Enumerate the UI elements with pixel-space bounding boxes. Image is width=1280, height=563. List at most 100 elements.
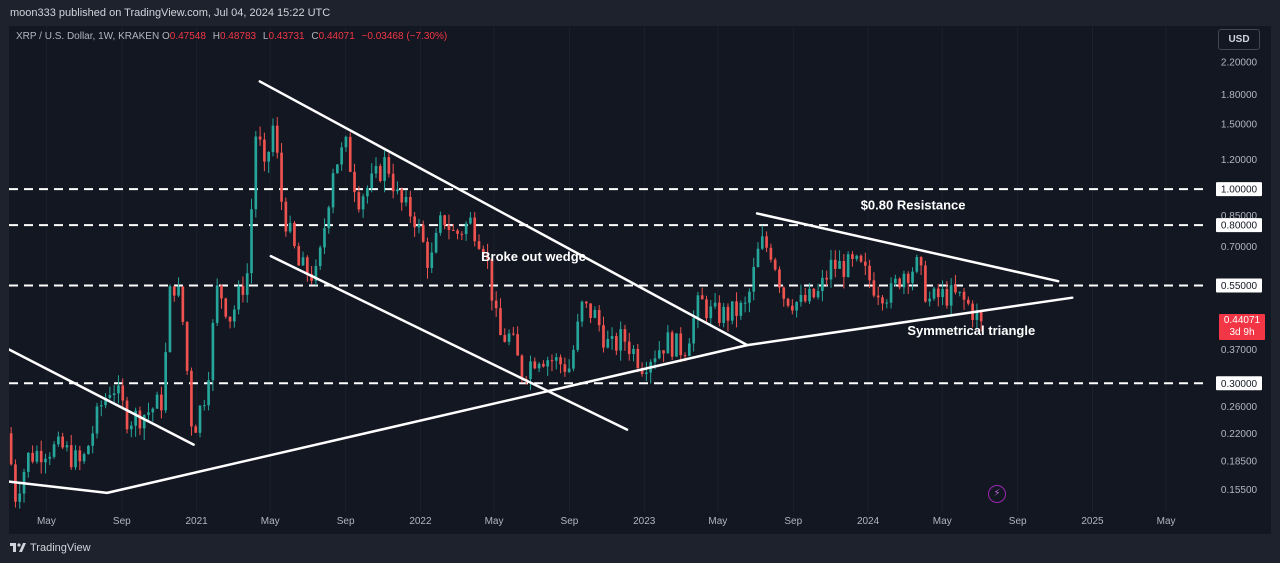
- candle-body: [263, 139, 266, 162]
- price-tick-label: 1.50000: [1221, 119, 1258, 130]
- candle-body: [868, 265, 871, 281]
- candle-body: [572, 349, 575, 369]
- time-tick-label: 2025: [1081, 516, 1104, 527]
- candle-body: [400, 189, 404, 203]
- time-tick-label: 2022: [409, 516, 432, 527]
- candle-body: [902, 273, 906, 288]
- candle-body: [361, 196, 365, 210]
- candle-body: [898, 278, 901, 288]
- chart-grid: [45, 26, 1167, 512]
- candle-body: [876, 295, 880, 298]
- price-tick-label: 0.85000: [1221, 211, 1258, 222]
- candle-body: [35, 450, 39, 462]
- candle-body: [57, 436, 60, 445]
- candle-body: [155, 394, 159, 409]
- trendline: [755, 212, 1060, 283]
- candle-body: [563, 364, 567, 372]
- trendline: [258, 80, 749, 347]
- close-value: 0.44071: [318, 31, 355, 42]
- price-chart[interactable]: Broke out wedge $0.80 Resistance Symmetric…: [9, 26, 1271, 534]
- candle-body: [610, 336, 614, 339]
- low-value: 0.43731: [268, 31, 305, 42]
- level-tick-box: [1216, 278, 1262, 293]
- candle-body: [928, 298, 932, 302]
- candle-body: [61, 436, 64, 448]
- bar-countdown: 3d 9h: [1229, 327, 1255, 339]
- currency-button[interactable]: USD: [1218, 29, 1260, 50]
- candle-body: [408, 196, 412, 217]
- candle-body: [859, 255, 863, 262]
- candle-body: [198, 405, 202, 433]
- price-tick-label: 0.26000: [1221, 402, 1258, 413]
- candle-body: [142, 415, 146, 429]
- candle-body: [636, 348, 640, 369]
- candle-body: [202, 405, 206, 407]
- candle-body: [237, 286, 240, 310]
- candle-body: [366, 187, 369, 197]
- candle-body: [881, 297, 884, 304]
- candle-body: [314, 266, 318, 281]
- candle-body: [78, 450, 82, 462]
- candle-body: [906, 273, 910, 283]
- candle-body: [26, 452, 30, 472]
- candle-body: [74, 450, 77, 468]
- lightning-icon[interactable]: ⚡: [988, 485, 1006, 503]
- trendline: [9, 480, 109, 495]
- candle-body: [473, 217, 477, 242]
- candle-body: [138, 410, 142, 429]
- candle-body: [533, 361, 537, 369]
- candle-body: [885, 302, 889, 304]
- candle-body: [657, 350, 661, 359]
- candle-body: [683, 355, 687, 357]
- annotations: Broke out wedge $0.80 Resistance Symmetric…: [481, 198, 1035, 338]
- candle-body: [396, 189, 399, 192]
- time-tick-label: Sep: [337, 516, 355, 527]
- time-axis: May Sep 2021 May Sep 2022 May Sep 2023 May Sep 2024…: [37, 516, 1176, 527]
- candle-body: [194, 426, 198, 433]
- candle-body: [271, 125, 275, 152]
- candle-body: [228, 316, 232, 322]
- candle-body: [391, 173, 395, 192]
- candle-body: [962, 291, 966, 300]
- time-tick-label: May: [933, 516, 952, 527]
- candle-body: [516, 334, 519, 356]
- candle-body: [357, 192, 361, 210]
- footer-brand: TradingView: [10, 540, 91, 556]
- candle-body: [168, 286, 172, 353]
- candle-body: [597, 309, 601, 326]
- chart-panel[interactable]: Broke out wedge $0.80 Resistance Symmetric…: [9, 26, 1271, 534]
- candle-body: [915, 257, 919, 272]
- candle-body: [726, 306, 730, 321]
- candle-body: [301, 257, 305, 266]
- candle-body: [39, 450, 43, 463]
- candle-body: [267, 151, 271, 162]
- candle-body: [546, 360, 550, 367]
- candles: [9, 117, 983, 509]
- price-tick-label: 0.22000: [1221, 429, 1258, 440]
- candle-body: [481, 248, 485, 255]
- brand-name: TradingView: [30, 542, 91, 554]
- candle-body: [507, 333, 511, 342]
- candle-body: [275, 125, 279, 153]
- time-tick-label: May: [37, 516, 56, 527]
- candle-body: [181, 286, 185, 322]
- candle-body: [799, 294, 803, 303]
- candle-body: [305, 257, 309, 275]
- level-tick-box: [1216, 376, 1262, 391]
- candle-body: [31, 452, 34, 462]
- candle-body: [966, 299, 970, 304]
- price-tick-label: 0.70000: [1221, 242, 1258, 253]
- price-tick-label: 0.18500: [1221, 457, 1258, 468]
- candle-body: [112, 393, 116, 396]
- last-price-tag: 0.44071 3d 9h: [1219, 314, 1265, 341]
- trendline: [105, 343, 749, 495]
- price-axis: 2.20000 1.80000 1.50000 1.20000 1.00000 0.850…: [1209, 26, 1271, 534]
- candle-body: [872, 280, 876, 296]
- candle-body: [945, 289, 949, 306]
- candle-body: [791, 305, 794, 311]
- candle-body: [280, 152, 283, 202]
- candle-body: [696, 295, 700, 318]
- change-value: −0.03468 (−7.30%): [361, 31, 448, 42]
- candle-body: [816, 291, 820, 298]
- candle-body: [949, 285, 953, 306]
